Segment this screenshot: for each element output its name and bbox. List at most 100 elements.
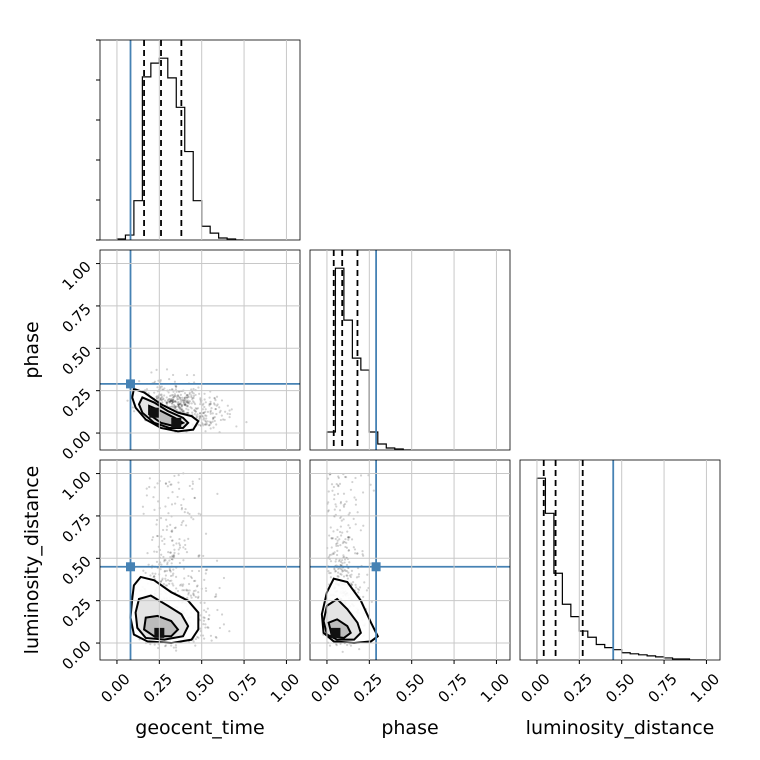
histogram-bars [536,460,707,660]
scatter-point [161,401,164,404]
scatter-point [176,394,180,397]
grid-lines [310,460,510,660]
scatter-point [172,396,175,399]
scatter-point [183,398,186,401]
scatter-point [337,484,340,487]
scatter-point [168,398,171,401]
scatter-point [179,402,182,405]
scatter-point [182,583,185,586]
scatter-point [332,552,335,555]
scatter-point [333,551,336,554]
scatter-point [197,569,201,573]
scatter-point [182,410,185,413]
scatter-point [191,480,194,483]
scatter-point [222,576,226,580]
scatter-point [170,399,174,402]
scatter-point [350,538,354,541]
y-tick-label: 1.00 [58,258,94,294]
scatter-point [337,485,340,488]
scatter-point [183,397,187,400]
scatter-point [153,391,156,394]
scatter-point [178,402,181,405]
scatter-point [348,536,351,539]
scatter-point [336,528,339,531]
scatter-point [174,385,178,389]
scatter-point [213,403,216,406]
scatter-point [165,401,168,404]
scatter-point [336,492,340,495]
scatter-point [188,484,191,488]
scatter-point [174,502,177,505]
histogram-panel-phase [309,249,511,451]
scatter-point [192,394,196,398]
scatter-point [204,623,207,626]
panel-frame [99,39,301,241]
scatter-point [179,400,183,404]
scatter-point [328,534,331,537]
scatter-point [165,584,169,587]
scatter-point [352,581,355,584]
scatter-point [228,630,231,633]
y-tick-label: 0.25 [58,385,94,421]
scatter-point [205,589,208,593]
scatter-point [175,385,178,388]
x-tick-label: 0.00 [97,670,133,706]
scatter-point [138,380,141,383]
scatter-point [193,496,196,499]
scatter-point [166,563,169,566]
scatter-point [201,408,204,411]
scatter-point [172,399,175,402]
scatter-point [341,650,344,653]
scatter-point [185,373,189,377]
scatter-point [187,408,190,411]
scatter-point [172,390,175,393]
scatter-point [228,409,231,412]
scatter-point [182,559,185,562]
scatter-point [354,583,357,586]
scatter-point [356,511,359,514]
scatter-point [173,548,176,551]
scatter-point [170,483,173,486]
x-tick-label: 0.75 [644,670,680,706]
scatter-point [332,552,335,556]
scatter-point [191,396,194,399]
scatter-point [164,584,167,587]
scatter-point [178,546,182,549]
scatter-point [196,584,199,587]
scatter-point [213,416,216,419]
x-axis-label-phase: phase [381,717,438,739]
scatter-point [153,550,156,553]
scatter-point [357,575,360,578]
scatter-point [153,575,156,578]
scatter-point [190,516,193,519]
scatter-point [204,423,207,426]
scatter-point [173,405,176,408]
scatter-point [164,482,168,485]
scatter-point [336,542,339,545]
scatter-point [196,413,199,416]
scatter-point [179,584,182,587]
scatter-point [172,398,175,401]
scatter-point [177,405,180,408]
density-peak [330,627,341,638]
scatter-point [348,561,351,564]
scatter-point [199,614,202,617]
scatter-point [160,398,163,402]
scatter-point [338,530,342,534]
scatter-point [177,481,180,484]
scatter-point [213,595,217,598]
scatter-point [346,574,349,577]
scatter-point [203,398,206,401]
scatter-point [208,614,211,617]
scatter-point [204,420,208,423]
scatter-point [173,400,177,403]
scatter-panel-geocent_time-vs-phase [99,249,301,451]
scatter-point [206,607,209,610]
scatter-point [194,393,197,397]
scatter-point [174,646,178,649]
scatter-point [155,518,159,522]
scatter-point [347,524,350,527]
scatter-point [166,398,169,401]
scatter-point [175,542,178,545]
scatter-point [171,400,174,404]
